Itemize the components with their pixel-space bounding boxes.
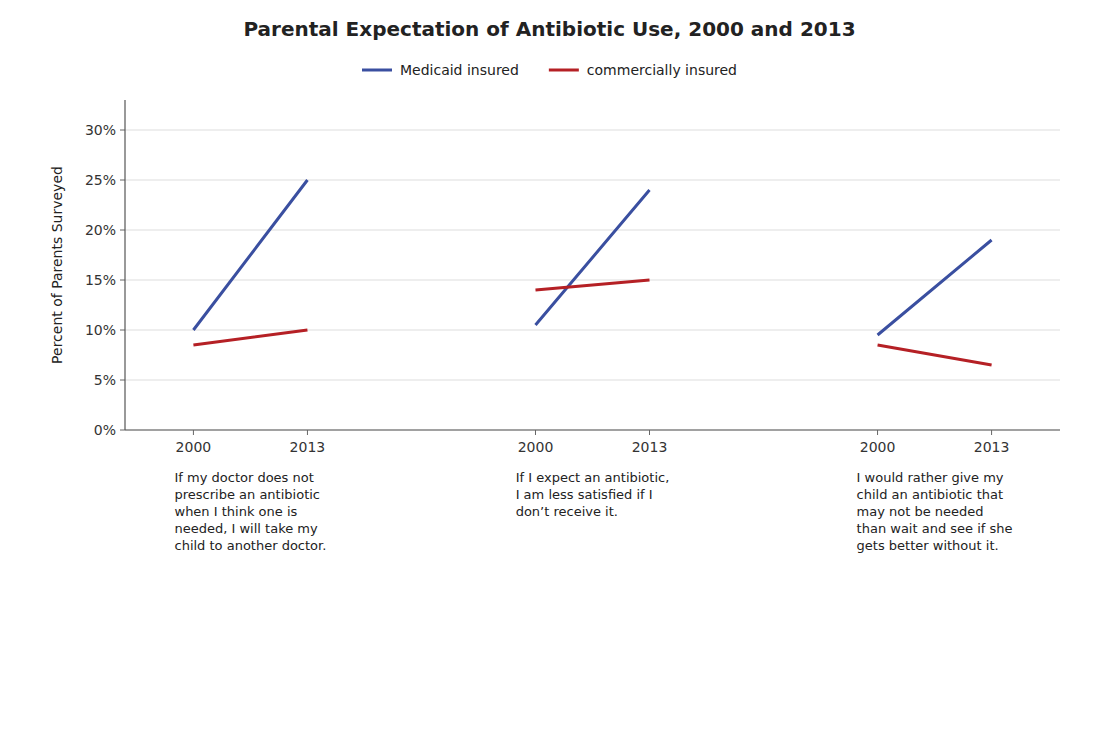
grid-line — [125, 180, 1060, 181]
y-tick — [120, 130, 125, 131]
y-tick-label: 25% — [85, 172, 116, 188]
y-tick-label: 10% — [85, 322, 116, 338]
x-tick — [535, 430, 536, 435]
grid-line — [125, 280, 1060, 281]
y-tick — [120, 380, 125, 381]
x-tick-label: 2013 — [290, 439, 326, 455]
y-tick — [120, 280, 125, 281]
y-tick-label: 5% — [94, 372, 116, 388]
y-axis: 0% 5% 10% 15% 20% 25% 30% — [85, 100, 125, 438]
grid-line — [125, 430, 1060, 431]
grid-line — [125, 230, 1060, 231]
annotation: If I expect an antibiotic,I am less sati… — [516, 470, 670, 519]
grid-line — [125, 130, 1060, 131]
legend-swatch — [549, 69, 579, 72]
x-tick-label: 2000 — [176, 439, 212, 455]
grid — [125, 130, 1060, 430]
y-tick — [120, 430, 125, 431]
y-tick-label: 30% — [85, 122, 116, 138]
annotation: If my doctor does notprescribe an antibi… — [175, 470, 327, 553]
annotation: I would rather give mychild an antibioti… — [857, 470, 1013, 553]
grid-line — [125, 380, 1060, 381]
series-line — [193, 180, 991, 335]
y-tick — [120, 330, 125, 331]
x-tick — [649, 430, 650, 435]
x-tick — [307, 430, 308, 435]
y-tick — [120, 180, 125, 181]
x-tick — [877, 430, 878, 435]
legend-label: Medicaid insured — [400, 62, 519, 78]
lines — [193, 180, 991, 365]
x-tick-label: 2000 — [518, 439, 554, 455]
y-axis-line — [124, 100, 125, 430]
y-tick-label: 15% — [85, 272, 116, 288]
y-tick-label: 0% — [94, 422, 116, 438]
legend: Medicaid insured commercially insured — [362, 62, 737, 78]
chart: Parental Expectation of Antibiotic Use, … — [0, 0, 1099, 747]
y-tick — [120, 230, 125, 231]
title: Parental Expectation of Antibiotic Use, … — [243, 17, 855, 41]
x-tick-label: 2013 — [974, 439, 1010, 455]
x-axis-line — [125, 429, 1060, 430]
x-tick — [991, 430, 992, 435]
x-tick-label: 2013 — [632, 439, 668, 455]
legend-label: commercially insured — [587, 62, 737, 78]
x-tick-label: 2000 — [860, 439, 896, 455]
series-line — [193, 280, 991, 365]
legend-swatch — [362, 69, 392, 72]
y-tick-label: 20% — [85, 222, 116, 238]
y-axis-label: Percent of Parents Surveyed — [49, 166, 65, 364]
x-axis: 2000 2013 2000 2013 2000 2013 — [125, 430, 1060, 455]
annotations: If my doctor does notprescribe an antibi… — [175, 470, 1013, 553]
x-tick — [193, 430, 194, 435]
grid-line — [125, 330, 1060, 331]
